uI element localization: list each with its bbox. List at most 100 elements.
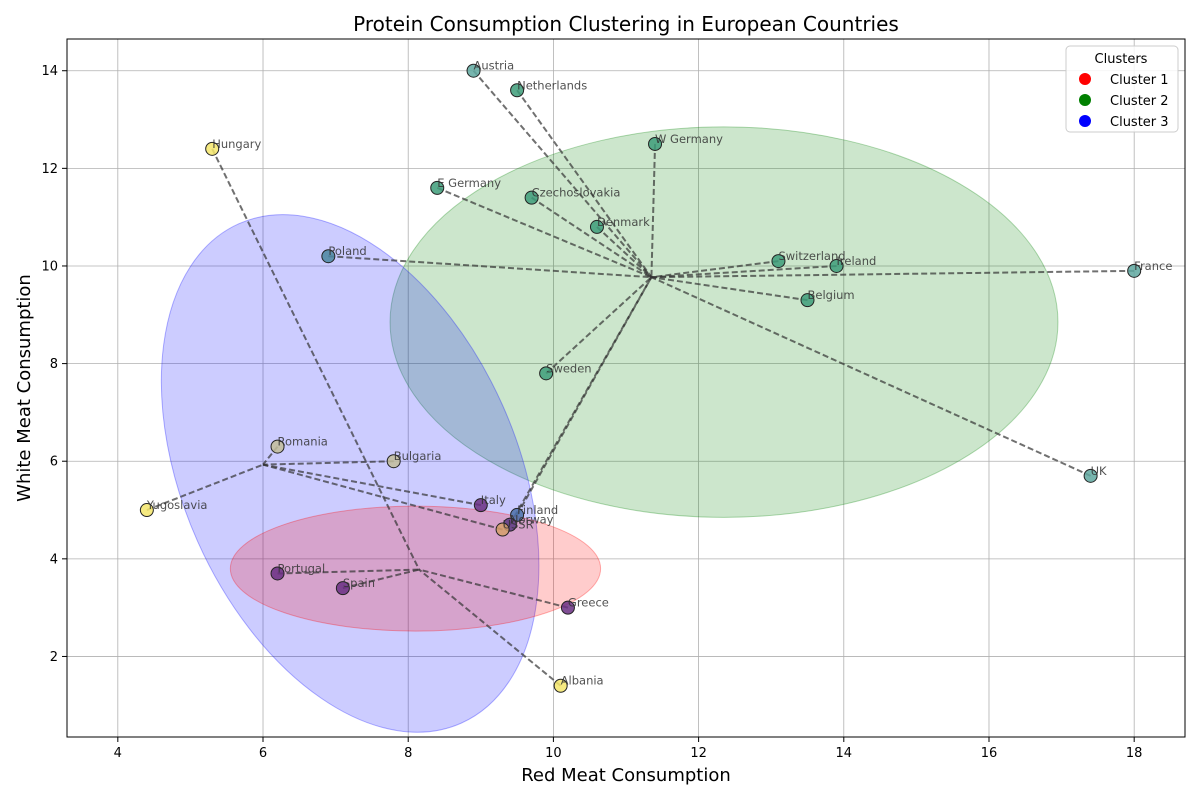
point-label-spain: Spain — [343, 576, 375, 590]
centroid-line-albania — [418, 568, 562, 687]
centroid-line-italy — [262, 463, 481, 507]
centroid-line-e-germany — [436, 186, 652, 279]
y-tick-label-12: 12 — [41, 162, 58, 177]
point-belgium — [800, 293, 815, 308]
point-label-portugal: Portugal — [278, 561, 326, 575]
data-points — [139, 63, 1142, 693]
legend-label-cluster-3: Cluster 3 — [1110, 115, 1169, 130]
point-ussr — [495, 522, 510, 537]
cluster-ellipses — [160, 126, 1059, 733]
point-bulgaria — [386, 454, 401, 469]
point-label-czechoslovakia: Czechoslovakia — [532, 186, 621, 200]
point-romania — [270, 439, 285, 454]
centroid-line-greece — [418, 568, 569, 609]
y-tick-label-14: 14 — [41, 64, 58, 79]
legend-title: Clusters — [1095, 52, 1148, 67]
point-france — [1127, 263, 1142, 278]
legend-marker-cluster-3 — [1079, 115, 1091, 127]
point-label-france: France — [1134, 259, 1172, 273]
x-tick-label-12: 12 — [690, 746, 707, 761]
centroid-line-czechoslovakia — [531, 196, 652, 279]
point-uk — [1083, 468, 1098, 483]
point-label-norway: Norway — [510, 513, 554, 527]
cluster-ellipse-2 — [160, 214, 540, 733]
centroid-line-sweden — [545, 276, 653, 375]
x-tick-label-6: 6 — [259, 746, 267, 761]
centroid-line-austria — [472, 70, 653, 278]
centroid-line-denmark — [596, 226, 653, 278]
centroid-line-ussr — [262, 463, 503, 531]
point-portugal — [270, 566, 285, 581]
point-label-belgium: Belgium — [807, 288, 854, 302]
centroid-line-spain — [342, 568, 420, 590]
point-label-uk: UK — [1091, 464, 1107, 478]
x-tick-label-16: 16 — [981, 746, 998, 761]
point-denmark — [589, 219, 604, 234]
centroid-line-bulgaria — [262, 460, 394, 466]
point-label-italy: Italy — [481, 493, 506, 507]
centroid-line-switzerland — [651, 260, 779, 279]
legend-marker-cluster-2 — [1079, 94, 1091, 106]
point-label-ussr: USSR — [503, 518, 534, 532]
point-switzerland — [771, 254, 786, 269]
point-label-bulgaria: Bulgaria — [394, 449, 442, 463]
point-sweden — [539, 366, 554, 381]
y-tick-label-10: 10 — [41, 259, 58, 274]
centroid-line-ireland — [651, 264, 837, 279]
point-label-denmark: Denmark — [597, 215, 650, 229]
point-label-greece: Greece — [568, 596, 609, 610]
point-label-hungary: Hungary — [212, 137, 261, 151]
legend: Clusters Cluster 1 Cluster 2 Cluster 3 — [1065, 45, 1179, 133]
point-netherlands — [510, 83, 525, 98]
point-label-yugoslavia: Yugoslavia — [146, 498, 208, 512]
point-label-albania: Albania — [561, 674, 604, 688]
point-hungary — [205, 141, 220, 156]
legend-label-cluster-1: Cluster 1 — [1110, 73, 1169, 88]
point-label-netherlands: Netherlands — [517, 78, 587, 92]
point-italy — [473, 498, 488, 513]
point-label-poland: Poland — [328, 244, 366, 258]
y-tick-label-2: 2 — [50, 650, 58, 665]
x-tick-label-18: 18 — [1126, 746, 1143, 761]
centroid-line-norway — [508, 276, 653, 526]
point-label-ireland: Ireland — [837, 254, 877, 268]
legend-box — [1065, 45, 1179, 133]
point-label-e-germany: E Germany — [437, 176, 501, 190]
point-e-germany — [430, 180, 445, 195]
y-axis-label: White Meat Consumption — [14, 274, 35, 502]
point-label-switzerland: Switzerland — [778, 249, 845, 263]
point-czechoslovakia — [524, 190, 539, 205]
x-tick-label-8: 8 — [404, 746, 412, 761]
legend-label-cluster-2: Cluster 2 — [1110, 94, 1169, 109]
legend-marker-cluster-1 — [1079, 73, 1091, 85]
grid — [67, 39, 1185, 737]
point-label-sweden: Sweden — [546, 361, 591, 375]
point-albania — [553, 678, 568, 693]
point-ireland — [829, 258, 844, 273]
centroid-line-netherlands — [516, 89, 653, 278]
centroid-line-hungary — [211, 148, 420, 571]
centroid-line-belgium — [651, 276, 808, 302]
point-spain — [335, 581, 350, 596]
point-label-finland: Finland — [517, 503, 558, 517]
point-poland — [321, 249, 336, 264]
x-axis-label: Red Meat Consumption — [521, 765, 731, 786]
centroid-lines — [146, 70, 1135, 687]
cluster-ellipse-1 — [389, 126, 1059, 518]
point-label-romania: Romania — [278, 435, 328, 449]
point-label-austria: Austria — [474, 59, 515, 73]
x-tick-label-10: 10 — [545, 746, 562, 761]
centroid-line-yugoslavia — [146, 463, 264, 511]
point-label-w-germany: W Germany — [655, 132, 723, 146]
point-greece — [560, 600, 575, 615]
point-finland — [510, 507, 525, 522]
axis-ticks: 4 6 8 10 12 14 16 18 2 4 6 8 10 12 14 — [41, 64, 1142, 761]
point-austria — [466, 63, 481, 78]
point-w-germany — [648, 136, 663, 151]
plot-frame — [66, 38, 1186, 738]
y-tick-label-4: 4 — [50, 552, 58, 567]
y-tick-label-8: 8 — [50, 357, 58, 372]
centroid-line-w-germany — [650, 143, 657, 278]
